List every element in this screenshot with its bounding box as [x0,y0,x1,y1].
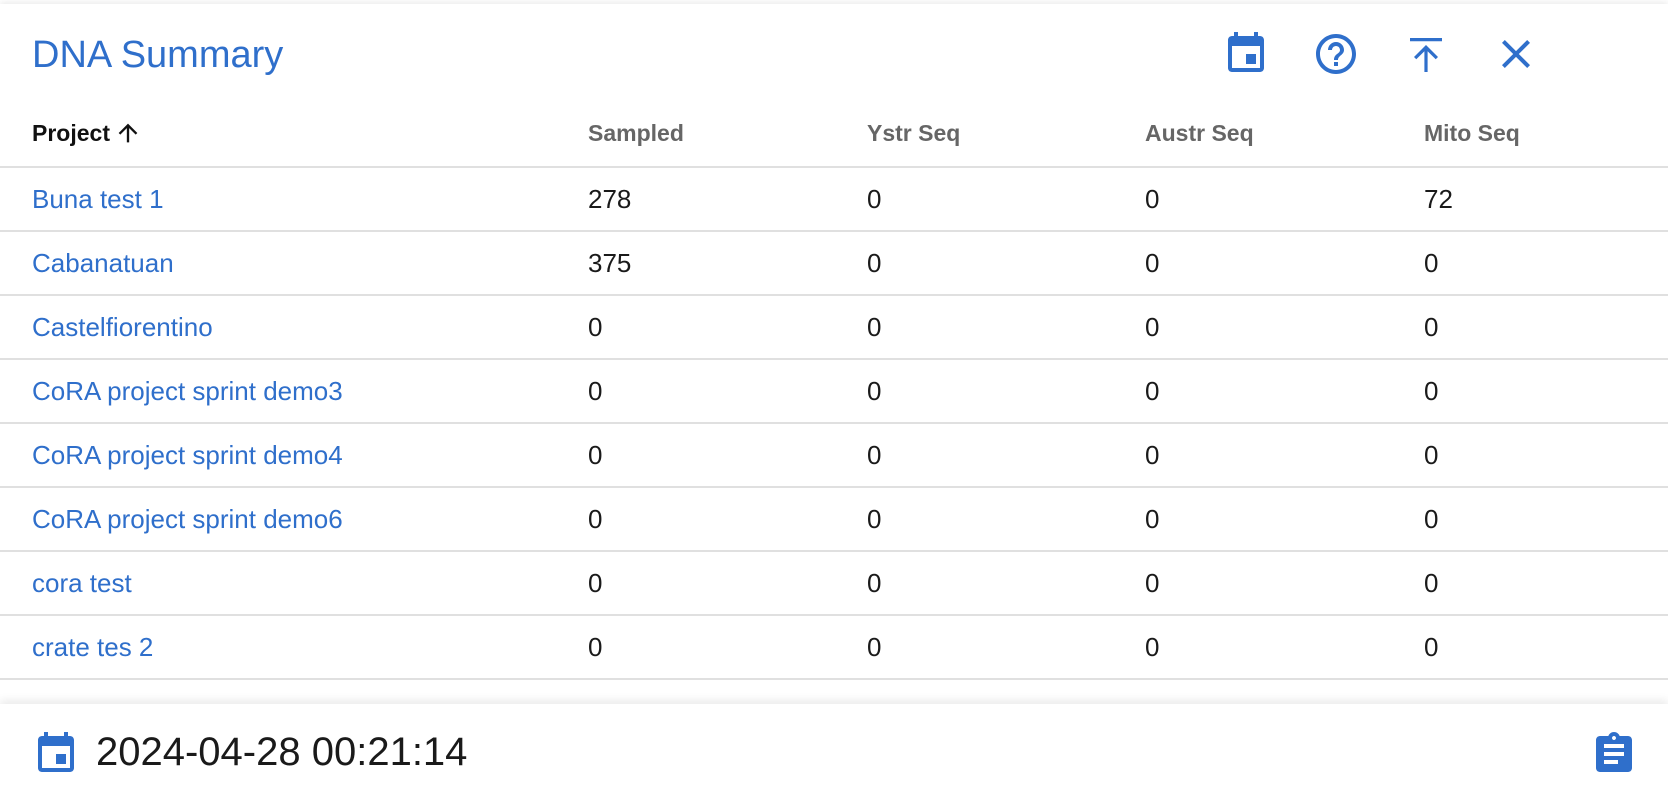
austr-seq-value: 0 [1145,375,1160,406]
mito-seq-value: 0 [1424,503,1439,534]
table-row: Buna test 1 278 0 0 72 [0,168,1668,232]
project-link[interactable]: Castelfiorentino [32,311,213,342]
mito-seq-value: 0 [1424,631,1439,662]
sampled-value: 375 [588,247,632,278]
project-link[interactable]: CoRA project sprint demo6 [32,503,343,534]
sampled-value: 0 [588,375,603,406]
table-row: Cabanatuan 375 0 0 0 [0,232,1668,296]
dna-summary-card: DNA Summary Project Sampled Ystr Seq Aus… [0,4,1668,796]
ystr-seq-value: 0 [867,439,882,470]
card-footer: 2024-04-28 00:21:14 [0,704,1668,796]
calendar-icon [32,730,80,778]
clipboard-icon[interactable] [1590,730,1638,778]
column-header-austr-seq[interactable]: Austr Seq [1145,119,1254,146]
project-link[interactable]: crate tes 2 [32,631,154,662]
austr-seq-value: 0 [1145,183,1160,214]
ystr-seq-value: 0 [867,375,882,406]
austr-seq-value: 0 [1145,503,1160,534]
page-title: DNA Summary [32,34,284,76]
ystr-seq-value: 0 [867,503,882,534]
austr-seq-value: 0 [1145,311,1160,342]
last-updated-timestamp: 2024-04-28 00:21:14 [96,730,468,774]
project-link[interactable]: CoRA project sprint demo3 [32,375,343,406]
project-link[interactable]: Buna test 1 [32,183,164,214]
mito-seq-value: 0 [1424,247,1439,278]
austr-seq-value: 0 [1145,439,1160,470]
card-header: DNA Summary [0,4,1668,100]
close-icon[interactable] [1492,30,1540,78]
austr-seq-value: 0 [1145,247,1160,278]
column-header-mito-seq[interactable]: Mito Seq [1424,119,1520,146]
table-row: Castelfiorentino 0 0 0 0 [0,296,1668,360]
project-link[interactable]: cora test [32,567,132,598]
sampled-value: 278 [588,183,632,214]
mito-seq-value: 0 [1424,567,1439,598]
sampled-value: 0 [588,567,603,598]
ystr-seq-value: 0 [867,247,882,278]
dna-summary-table: Project Sampled Ystr Seq Austr Seq Mito … [0,100,1668,704]
upload-icon[interactable] [1402,30,1450,78]
mito-seq-value: 0 [1424,311,1439,342]
calendar-icon[interactable] [1222,30,1270,78]
ystr-seq-value: 0 [867,183,882,214]
table-row: CoRA project sprint demo4 0 0 0 0 [0,424,1668,488]
austr-seq-value: 0 [1145,631,1160,662]
sampled-value: 0 [588,631,603,662]
column-header-label: Project [32,119,110,146]
sort-ascending-icon [118,123,138,143]
sampled-value: 0 [588,439,603,470]
austr-seq-value: 0 [1145,567,1160,598]
sampled-value: 0 [588,503,603,534]
table-row: cora test 0 0 0 0 [0,552,1668,616]
table-row: crate tes 2 0 0 0 0 [0,616,1668,680]
project-link[interactable]: Cabanatuan [32,247,174,278]
mito-seq-value: 72 [1424,183,1453,214]
ystr-seq-value: 0 [867,567,882,598]
table-row: CoRA project sprint demo3 0 0 0 0 [0,360,1668,424]
mito-seq-value: 0 [1424,439,1439,470]
help-icon[interactable] [1312,30,1360,78]
ystr-seq-value: 0 [867,631,882,662]
table-row: CoRA project sprint demo6 0 0 0 0 [0,488,1668,552]
column-header-project[interactable]: Project [32,100,142,166]
sampled-value: 0 [588,311,603,342]
column-header-ystr-seq[interactable]: Ystr Seq [867,119,961,146]
mito-seq-value: 0 [1424,375,1439,406]
project-link[interactable]: CoRA project sprint demo4 [32,439,343,470]
ystr-seq-value: 0 [867,311,882,342]
table-header-row: Project Sampled Ystr Seq Austr Seq Mito … [0,100,1668,168]
column-header-sampled[interactable]: Sampled [588,119,684,146]
